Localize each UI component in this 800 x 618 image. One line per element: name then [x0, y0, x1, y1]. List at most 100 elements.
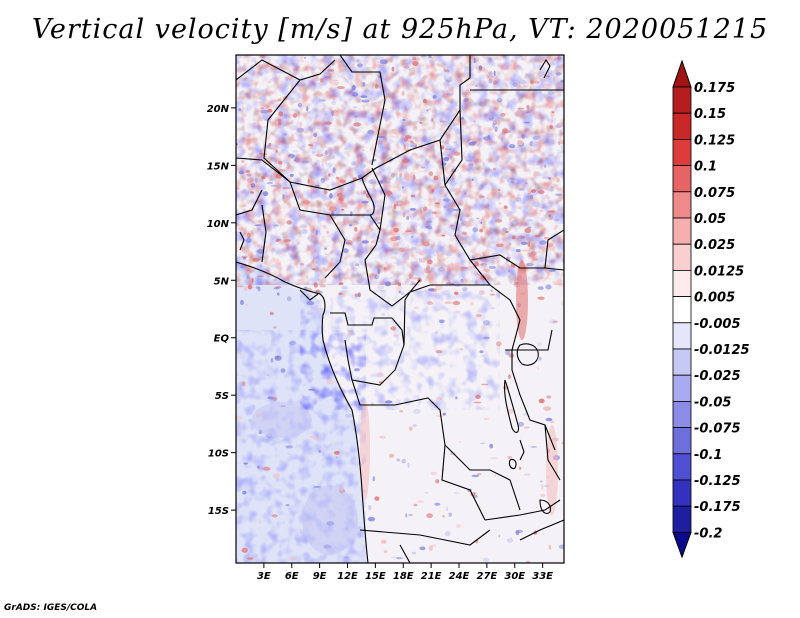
field-feature	[252, 402, 312, 438]
field-speckle	[495, 243, 504, 248]
field-speckle	[482, 162, 485, 168]
field-speckle	[289, 125, 298, 131]
field-speckle	[498, 202, 502, 205]
field-speckle	[256, 248, 264, 254]
field-speckle	[318, 82, 325, 85]
colorbar-swatch	[672, 269, 692, 297]
field-speckle	[473, 253, 482, 258]
field-speckle	[301, 228, 308, 234]
lon-tick-label: 21E	[421, 571, 442, 582]
field-speckle	[420, 166, 425, 169]
field-speckle	[490, 146, 495, 150]
field-speckle	[542, 134, 549, 137]
field-speckle	[473, 120, 476, 123]
field-speckle	[390, 256, 398, 260]
field-speckle	[507, 178, 512, 183]
field-speckle	[307, 245, 310, 251]
field-speckle	[405, 230, 413, 233]
field-speckle	[286, 156, 292, 161]
field-speckle	[549, 125, 553, 129]
field-speckle	[339, 179, 346, 184]
field-speckle	[529, 195, 534, 200]
field-speckle	[477, 473, 482, 476]
colorbar-min-arrow	[672, 531, 692, 559]
field-speckle	[243, 462, 248, 465]
field-speckle	[473, 57, 476, 64]
field-speckle	[240, 300, 244, 305]
field-speckle	[434, 331, 439, 335]
field-speckle	[352, 106, 358, 109]
field-speckle	[360, 153, 363, 158]
field-speckle	[518, 188, 525, 191]
field-speckle	[493, 70, 496, 77]
field-speckle	[252, 257, 260, 262]
field-speckle	[403, 138, 408, 142]
field-speckle	[398, 98, 406, 101]
field-speckle	[374, 83, 379, 89]
field-speckle	[257, 465, 260, 469]
field-speckle	[317, 396, 323, 402]
field-speckle	[404, 60, 411, 64]
field-speckle	[306, 111, 311, 115]
field-speckle	[353, 122, 362, 127]
colorbar-level-label: 0.1	[694, 160, 717, 175]
field-speckle	[331, 110, 334, 117]
field-speckle	[471, 474, 480, 478]
field-speckle	[446, 92, 454, 96]
field-speckle	[527, 226, 532, 229]
field-speckle	[560, 80, 564, 83]
field-speckle	[241, 95, 245, 100]
field-speckle	[360, 95, 368, 98]
field-speckle	[259, 151, 262, 155]
field-speckle	[275, 239, 280, 243]
field-speckle	[508, 270, 511, 273]
field-speckle	[483, 336, 490, 340]
field-speckle	[561, 441, 564, 445]
field-speckle	[413, 503, 418, 507]
field-speckle	[411, 152, 418, 156]
field-speckle	[277, 98, 282, 102]
field-speckle	[445, 77, 453, 80]
field-speckle	[292, 150, 299, 153]
field-speckle	[245, 237, 252, 244]
lon-tick-label: 15E	[365, 571, 386, 582]
lon-tick-label: 12E	[337, 571, 358, 582]
colorbar-swatch	[672, 165, 692, 193]
field-speckle	[419, 121, 423, 124]
field-speckle	[530, 80, 534, 85]
field-speckle	[260, 213, 268, 216]
field-speckle	[269, 311, 274, 316]
field-speckle	[529, 74, 534, 77]
field-speckle	[502, 227, 508, 232]
field-speckle	[270, 357, 274, 363]
field-speckle	[262, 466, 271, 471]
field-speckle	[238, 170, 244, 175]
field-speckle	[400, 237, 403, 242]
field-speckle	[428, 60, 436, 64]
colorbar-swatch	[672, 374, 692, 402]
field-speckle	[444, 69, 450, 73]
field-speckle	[498, 534, 501, 538]
field-speckle	[267, 396, 274, 400]
field-speckle	[303, 200, 311, 205]
lon-tick-label: 6E	[285, 571, 299, 582]
field-speckle	[452, 300, 461, 306]
field-speckle	[413, 306, 420, 309]
field-speckle	[278, 111, 284, 117]
field-speckle	[538, 398, 545, 404]
field-speckle	[455, 396, 458, 400]
field-speckle	[340, 208, 345, 211]
field-speckle	[431, 211, 438, 214]
field-speckle	[277, 122, 282, 126]
field-speckle	[351, 92, 359, 97]
field-speckle	[401, 90, 405, 96]
field-speckle	[390, 556, 398, 559]
field-speckle	[260, 264, 263, 268]
field-speckle	[241, 547, 248, 553]
field-speckle	[410, 194, 415, 198]
field-speckle	[492, 167, 497, 171]
field-speckle	[398, 290, 402, 294]
field-speckle	[355, 114, 360, 117]
field-speckle	[248, 79, 255, 82]
field-speckle	[377, 268, 381, 275]
